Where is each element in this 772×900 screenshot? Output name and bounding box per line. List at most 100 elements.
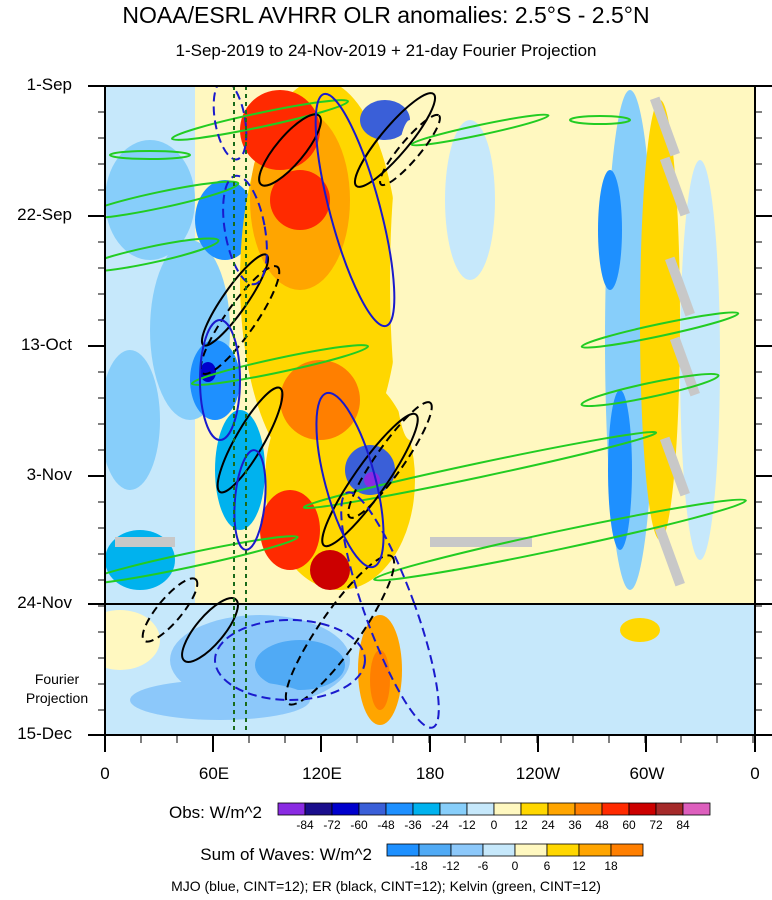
field-region	[270, 170, 330, 230]
obs-colorbar-tick: 72	[649, 818, 663, 832]
field-region	[260, 490, 320, 570]
contour-legend: MJO (blue, CINT=12); ER (black, CINT=12)…	[171, 878, 601, 894]
kelvin-contour	[302, 430, 658, 510]
missing-data-mark	[430, 537, 532, 547]
waves-colorbar-tick: -6	[477, 859, 489, 873]
x-tick-label: 0	[750, 764, 760, 783]
waves-colorbar-tick: -12	[442, 859, 460, 873]
obs-colorbar-cell	[439, 802, 468, 816]
waves-colorbar-tick: -18	[410, 859, 428, 873]
field-region	[105, 350, 160, 490]
waves-colorbar-tick: 6	[543, 859, 551, 873]
waves-colorbar-cell	[418, 843, 452, 857]
obs-colorbar-tick: 84	[676, 818, 690, 832]
x-tick-label: 0	[100, 764, 110, 783]
obs-colorbar-tick: 60	[622, 818, 636, 832]
waves-colorbar-cell	[514, 843, 548, 857]
field-region	[195, 180, 255, 260]
field-region	[105, 140, 195, 260]
field-region	[445, 120, 495, 280]
fourier-projection-label: Fourier Projection	[25, 671, 89, 706]
er-contour	[353, 92, 437, 188]
obs-colorbar-cell	[358, 802, 387, 816]
obs-colorbar-tick: -84	[296, 818, 314, 832]
obs-colorbar-tick: -12	[458, 818, 476, 832]
missing-data-mark	[670, 336, 700, 397]
obs-colorbar-cell	[601, 802, 630, 816]
waves-colorbar-cell	[546, 843, 580, 857]
er-contour	[258, 113, 322, 187]
missing-data-mark	[660, 436, 690, 497]
field-region	[240, 90, 320, 170]
y-tick-label: 1-Sep	[26, 75, 72, 94]
field-region	[640, 100, 680, 540]
obs-colorbar-cell	[628, 802, 657, 816]
anomaly-field	[105, 86, 755, 735]
waves-colorbar-cell	[450, 843, 484, 857]
er-contour	[141, 577, 199, 643]
er-contour	[284, 554, 396, 706]
axis-ticks	[88, 85, 772, 752]
er-contour	[199, 265, 281, 375]
obs-colorbar-cell	[277, 802, 306, 816]
kelvin-contour	[105, 535, 299, 585]
waves-colorbar-cell	[578, 843, 612, 857]
waves-colorbar-tick: 0	[511, 859, 519, 873]
obs-colorbar-tick: 48	[595, 818, 609, 832]
er-contour	[181, 597, 239, 663]
obs-colorbar-cell	[331, 802, 360, 816]
x-tick-label: 120E	[302, 764, 342, 783]
er-contour	[216, 386, 284, 494]
waves-colorbar-title: Sum of Waves: W/m^2	[200, 845, 372, 864]
obs-colorbar-title: Obs: W/m^2	[169, 803, 262, 822]
obs-colorbar-tick: 24	[541, 818, 555, 832]
obs-colorbar-cell	[682, 802, 711, 816]
er-contour	[321, 412, 419, 548]
missing-data-mark	[115, 537, 175, 547]
wave-contours	[105, 86, 747, 735]
kelvin-contour	[580, 372, 720, 408]
y-tick-label: 3-Nov	[26, 465, 72, 484]
field-region	[680, 160, 720, 560]
y-tick-label: 13-Oct	[20, 335, 72, 354]
kelvin-contour	[109, 150, 191, 160]
mjo-contour	[199, 319, 241, 441]
obs-colorbar-tick: -60	[350, 818, 368, 832]
waves-colorbar	[386, 843, 644, 857]
obs-colorbar-cell	[412, 802, 441, 816]
kelvin-contour	[105, 180, 240, 220]
er-contour	[347, 401, 433, 519]
chart-subtitle: 1-Sep-2019 to 24-Nov-2019 + 21-day Fouri…	[175, 41, 597, 60]
field-region	[130, 680, 310, 720]
obs-colorbar-tick: -36	[404, 818, 422, 832]
x-tick-label: 60E	[198, 764, 230, 783]
chart-title: NOAA/ESRL AVHRR OLR anomalies: 2.5°S - 2…	[122, 2, 650, 28]
x-tick-label: 60W	[629, 764, 665, 783]
mjo-contour	[315, 391, 385, 569]
obs-colorbar-tick: 12	[514, 818, 528, 832]
field-region	[360, 100, 410, 140]
kelvin-contour	[373, 498, 747, 582]
kelvin-contour	[580, 311, 740, 349]
missing-data-mark	[660, 156, 690, 217]
obs-colorbar-cell	[547, 802, 576, 816]
waves-colorbar-tick: 18	[604, 859, 618, 873]
obs-colorbar-cell	[493, 802, 522, 816]
waves-colorbar-cell	[482, 843, 516, 857]
field-region	[255, 640, 345, 690]
waves-colorbar-cell	[610, 843, 644, 857]
obs-colorbar	[277, 802, 711, 816]
waves-colorbar-tick: 12	[572, 859, 586, 873]
er-contour	[379, 113, 441, 187]
obs-colorbar-cell	[466, 802, 495, 816]
kelvin-contour	[105, 237, 220, 273]
obs-colorbar-tick: -48	[377, 818, 395, 832]
y-tick-label: 15-Dec	[17, 724, 72, 743]
obs-colorbar-cell	[304, 802, 333, 816]
kelvin-contour	[170, 99, 350, 141]
obs-colorbar-cell	[520, 802, 549, 816]
kelvin-contour	[410, 113, 550, 147]
obs-colorbar-cell	[385, 802, 414, 816]
